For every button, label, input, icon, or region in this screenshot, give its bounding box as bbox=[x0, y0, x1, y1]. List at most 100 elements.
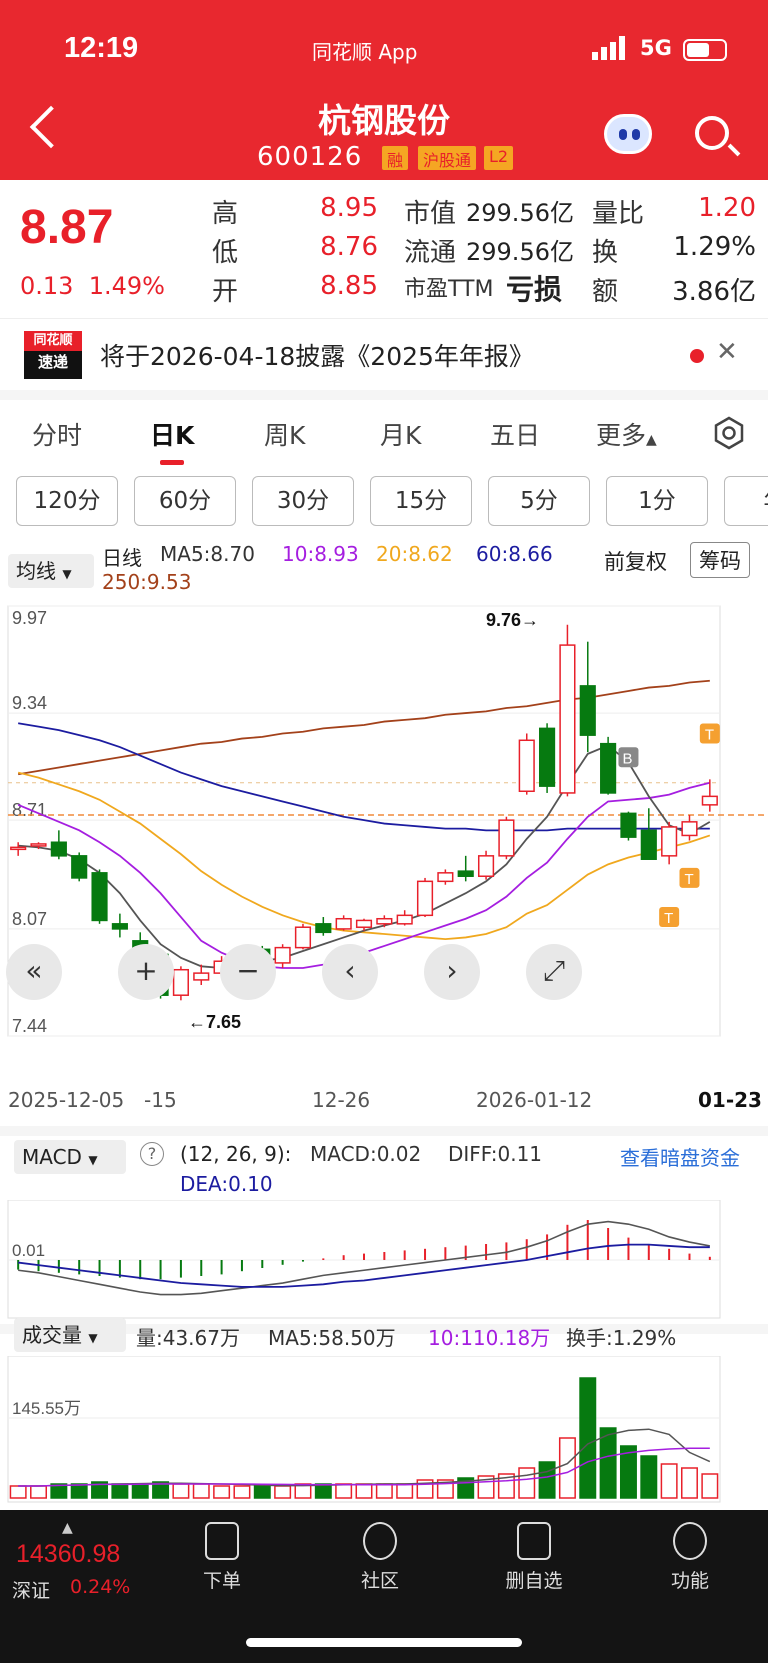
bottom-nav: ▲ 14360.98 深证 0.24% 下单 社区 删自选 功能 bbox=[0, 1510, 768, 1663]
adjust-mode[interactable]: 前复权 bbox=[604, 550, 667, 574]
candle bbox=[620, 812, 637, 838]
volume-bar bbox=[396, 1483, 414, 1499]
help-icon[interactable]: ? bbox=[140, 1142, 164, 1166]
nav-order[interactable]: 下单 bbox=[172, 1522, 272, 1593]
tab-weekly-k[interactable]: 周K bbox=[264, 421, 306, 450]
tab-monthly-k[interactable]: 月K bbox=[380, 421, 422, 450]
y-tick-label: 8.07 bbox=[12, 909, 47, 929]
period-5min[interactable]: 5分 bbox=[488, 476, 590, 526]
t-marker-label: T bbox=[684, 871, 693, 888]
y-tick-label: 9.34 bbox=[12, 693, 47, 713]
diff-value: DIFF:0.11 bbox=[448, 1142, 543, 1166]
current-price: 8.87 bbox=[20, 201, 114, 254]
ratio-label: 量比 bbox=[592, 199, 645, 229]
caret-up-icon: ▲ bbox=[646, 432, 657, 448]
separator bbox=[0, 1126, 768, 1136]
candle bbox=[335, 917, 352, 930]
candle bbox=[376, 917, 393, 925]
candle bbox=[559, 644, 576, 794]
volume-value: 量:43.67万 bbox=[136, 1326, 240, 1350]
ratio-value: 1.20 bbox=[698, 193, 756, 223]
ma60-label: 60:8.66 bbox=[476, 542, 553, 566]
macd-selector[interactable]: MACD ▼ bbox=[14, 1140, 126, 1174]
status-time: 12:19 bbox=[64, 32, 139, 64]
dark-pool-link[interactable]: 查看暗盘资金 bbox=[620, 1146, 740, 1170]
period-15min[interactable]: 15分 bbox=[370, 476, 472, 526]
separator bbox=[0, 1324, 768, 1334]
period-60min[interactable]: 60分 bbox=[134, 476, 236, 526]
chip-button[interactable]: 筹码 bbox=[690, 542, 750, 578]
nav-community[interactable]: 社区 bbox=[330, 1522, 430, 1593]
period-30min[interactable]: 30分 bbox=[252, 476, 354, 526]
volume-selector[interactable]: 成交量 ▼ bbox=[14, 1318, 126, 1352]
badge-margin: 融 bbox=[382, 146, 409, 170]
badge-l2: L2 bbox=[484, 146, 514, 170]
candle bbox=[640, 829, 657, 860]
t-marker bbox=[679, 867, 700, 888]
tab-daily-k[interactable]: 日K bbox=[150, 421, 195, 450]
candle bbox=[579, 685, 596, 736]
volume-bar bbox=[436, 1479, 454, 1499]
close-icon[interactable]: ✕ bbox=[716, 337, 738, 367]
ma5-label: MA5:8.70 bbox=[160, 542, 255, 566]
news-text: 将于2026-04-18披露《2025年年报》 bbox=[100, 342, 534, 371]
ma-selector[interactable]: 均线 ▼ bbox=[8, 554, 94, 588]
candle bbox=[50, 841, 67, 857]
y-tick-label: 7.44 bbox=[12, 1016, 47, 1036]
candle bbox=[396, 914, 413, 925]
dea-line bbox=[18, 1243, 710, 1288]
zoom-out-icon[interactable]: − bbox=[220, 944, 276, 1000]
low-label: 低 bbox=[212, 238, 239, 268]
volume-bar bbox=[375, 1483, 393, 1499]
volume-bar bbox=[640, 1455, 658, 1499]
candle bbox=[172, 968, 189, 996]
volume-ma10: 10:110.18万 bbox=[428, 1326, 551, 1350]
index-name: 深证 bbox=[12, 1580, 51, 1602]
separator bbox=[0, 390, 768, 400]
zoom-in-icon[interactable]: + bbox=[118, 944, 174, 1000]
volume-bar bbox=[9, 1485, 27, 1499]
tab-more[interactable]: 更多▲ bbox=[596, 416, 657, 452]
ma-type: 日线 bbox=[102, 546, 142, 570]
remove-watchlist-icon bbox=[517, 1522, 551, 1560]
candle bbox=[274, 946, 291, 964]
index-pct: 0.24% bbox=[70, 1576, 131, 1598]
volume-bar bbox=[619, 1445, 637, 1499]
search-icon[interactable] bbox=[695, 116, 729, 150]
tab-five-day[interactable]: 五日 bbox=[490, 421, 541, 450]
volume-bar bbox=[91, 1481, 109, 1499]
zoom-out-fast-icon[interactable]: « bbox=[6, 944, 62, 1000]
nav-remove-watchlist[interactable]: 删自选 bbox=[484, 1522, 584, 1593]
fullscreen-icon[interactable]: ⤢ bbox=[526, 944, 582, 1000]
active-tab-indicator bbox=[160, 460, 184, 465]
period-year[interactable]: 年 bbox=[724, 476, 768, 526]
t-marker-label: T bbox=[705, 726, 714, 743]
high-value: 8.95 bbox=[320, 193, 378, 223]
news-banner[interactable]: 同花顺 速递 将于2026-04-18披露《2025年年报》 ✕ bbox=[0, 318, 768, 390]
settings-icon[interactable] bbox=[712, 416, 746, 450]
ma20-label: 20:8.62 bbox=[376, 542, 453, 566]
tab-intraday[interactable]: 分时 bbox=[32, 421, 83, 450]
scroll-right-icon[interactable]: › bbox=[424, 944, 480, 1000]
candle bbox=[437, 872, 454, 883]
candle bbox=[71, 855, 88, 879]
period-1min[interactable]: 1分 bbox=[606, 476, 708, 526]
nav-functions[interactable]: 功能 bbox=[640, 1522, 740, 1593]
community-icon bbox=[363, 1522, 397, 1560]
volume-bar bbox=[701, 1473, 719, 1499]
period-120min[interactable]: 120分 bbox=[16, 476, 118, 526]
low-annotation: ←7.65 bbox=[188, 1012, 241, 1032]
ma10-label: 10:8.93 bbox=[282, 542, 359, 566]
assistant-robot-icon[interactable] bbox=[604, 114, 652, 154]
volume-bar bbox=[172, 1483, 190, 1499]
volume-bar bbox=[192, 1483, 210, 1499]
volume-bar bbox=[518, 1467, 536, 1499]
high-label: 高 bbox=[212, 199, 239, 229]
news-logo-top: 同花顺 bbox=[24, 331, 82, 351]
scroll-left-icon[interactable]: ‹ bbox=[322, 944, 378, 1000]
caret-up-icon: ▲ bbox=[62, 1520, 73, 1536]
ma10-line bbox=[17, 781, 711, 969]
ma20-line bbox=[17, 771, 711, 941]
volume-bar bbox=[233, 1485, 251, 1499]
